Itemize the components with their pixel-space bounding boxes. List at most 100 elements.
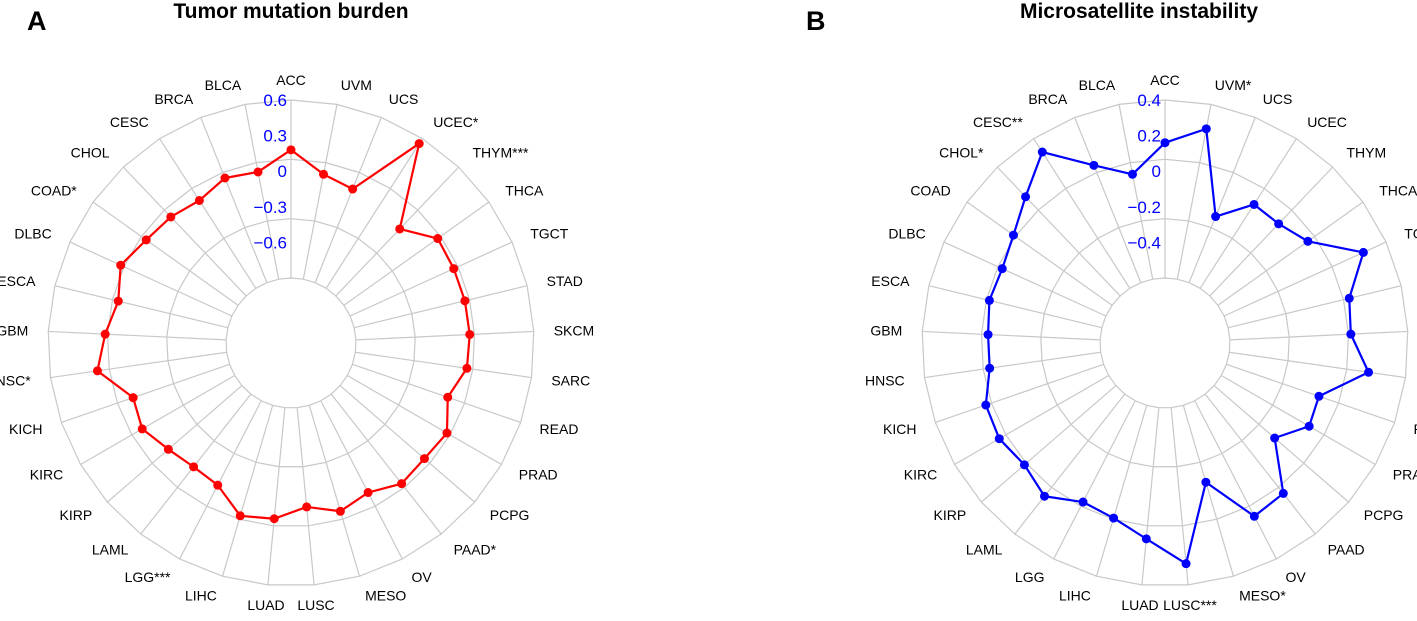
axis-label: PRAD: [519, 467, 558, 483]
axis-label: READ: [1414, 421, 1417, 437]
data-point: [465, 329, 475, 339]
data-point: [443, 392, 453, 402]
series-line: [984, 127, 1370, 565]
axis-label: DLBC: [14, 226, 51, 242]
axis-label: UCEC*: [433, 114, 479, 130]
data-point: [1019, 460, 1029, 470]
axis-label: PRAD: [1393, 467, 1417, 483]
grid-spoke: [1188, 117, 1256, 283]
data-series: [92, 139, 475, 524]
radial-tick-label: 0.2: [1137, 127, 1161, 146]
grid-spoke: [122, 166, 247, 297]
data-point: [414, 139, 424, 149]
grid-spoke: [1074, 117, 1142, 283]
grid-spoke: [1229, 330, 1408, 341]
data-point: [1364, 367, 1374, 377]
series-line: [96, 142, 471, 520]
data-point: [220, 173, 230, 183]
grid-ring: [1040, 218, 1290, 468]
grid-spoke: [1194, 400, 1277, 560]
radial-tick-label: 0.3: [263, 127, 287, 146]
grid-spoke: [314, 117, 382, 283]
grid-spoke: [1014, 393, 1126, 535]
data-point: [363, 488, 373, 498]
grid-spoke: [221, 405, 274, 577]
data-point: [1358, 247, 1368, 257]
grid-spoke: [106, 385, 243, 503]
grid-spoke: [1226, 363, 1395, 424]
axis-label: LIHC: [185, 587, 217, 603]
axis-label: THCA: [505, 182, 544, 198]
grid-ring: [980, 158, 1350, 527]
data-point: [981, 400, 991, 410]
axis-label: COAD: [910, 182, 950, 198]
data-point: [1249, 199, 1259, 209]
data-point: [113, 296, 123, 306]
data-point: [141, 235, 151, 245]
grid-spoke: [50, 351, 227, 379]
axis-label: UCEC: [1307, 114, 1347, 130]
grid-spoke: [954, 374, 1110, 466]
grid-spoke: [1220, 374, 1376, 466]
axis-label: KIRP: [60, 507, 93, 523]
grid-spoke: [179, 400, 262, 560]
axis-label: SKCM: [554, 322, 594, 338]
grid-spoke: [1213, 385, 1350, 503]
data-point: [395, 224, 405, 234]
grid-spoke: [325, 138, 423, 289]
grid-spoke: [159, 138, 257, 289]
axis-label: ACC: [276, 72, 306, 88]
grid-ring: [921, 99, 1409, 586]
axis-label: BRCA: [1028, 91, 1068, 107]
grid-spoke: [1204, 393, 1316, 535]
axis-label: UVM*: [1215, 77, 1252, 93]
data-point: [253, 167, 263, 177]
axis-label: THCA: [1379, 182, 1417, 198]
axis-label: GBM: [870, 322, 902, 338]
radial-tick-label: 0: [278, 162, 287, 181]
data-point: [189, 462, 199, 472]
data-point: [1344, 293, 1354, 303]
grid-ring: [47, 99, 535, 586]
grid-spoke: [48, 330, 227, 341]
axis-label: PAAD: [1328, 542, 1365, 558]
axis-label: CHOL*: [939, 145, 984, 161]
radar-grid: [47, 99, 535, 586]
axis-label: UCS: [389, 91, 419, 107]
data-point: [116, 260, 126, 270]
axis-label: COAD*: [31, 182, 77, 198]
axis-label: KIRP: [934, 507, 967, 523]
data-point: [1303, 236, 1313, 246]
data-point: [1249, 511, 1259, 521]
panel-label: B: [806, 6, 826, 36]
grid-spoke: [1228, 285, 1402, 329]
grid-spoke: [80, 374, 236, 466]
axis-label: LAML: [966, 542, 1003, 558]
axis-label: PAAD*: [454, 542, 497, 558]
data-point: [1346, 329, 1356, 339]
grid-spoke: [928, 285, 1102, 329]
radial-tick-label: 0: [1152, 162, 1161, 181]
grid-spoke: [330, 393, 442, 535]
data-point: [1127, 169, 1137, 179]
axis-labels: ACCUVM*UCSUCECTHYMTHCATGCT**STAD*SKCMSAR…: [865, 72, 1417, 613]
grid-spoke: [1199, 138, 1297, 289]
data-point: [302, 502, 312, 512]
axis-label: BLCA: [205, 77, 242, 93]
grid-ring: [225, 277, 357, 409]
grid-spoke: [1141, 407, 1160, 585]
data-series: [981, 124, 1374, 569]
grid-spoke: [355, 351, 532, 379]
axis-label: MESO: [365, 587, 406, 603]
data-point: [449, 264, 459, 274]
radar-grid: [921, 99, 1409, 586]
radar-chart-msi: 0.40.20−0.2−0.4ACCUVM*UCSUCECTHYMTHCATGC…: [865, 72, 1417, 613]
data-point: [442, 428, 452, 438]
grid-spoke: [1217, 201, 1364, 306]
radial-tick-label: 0.6: [263, 91, 287, 110]
chart-title: Microsatellite instability: [1019, 0, 1259, 23]
axis-label: CESC**: [973, 114, 1023, 130]
data-point: [163, 444, 173, 454]
data-point: [984, 295, 994, 305]
radial-tick-label: 0.4: [1137, 91, 1161, 110]
